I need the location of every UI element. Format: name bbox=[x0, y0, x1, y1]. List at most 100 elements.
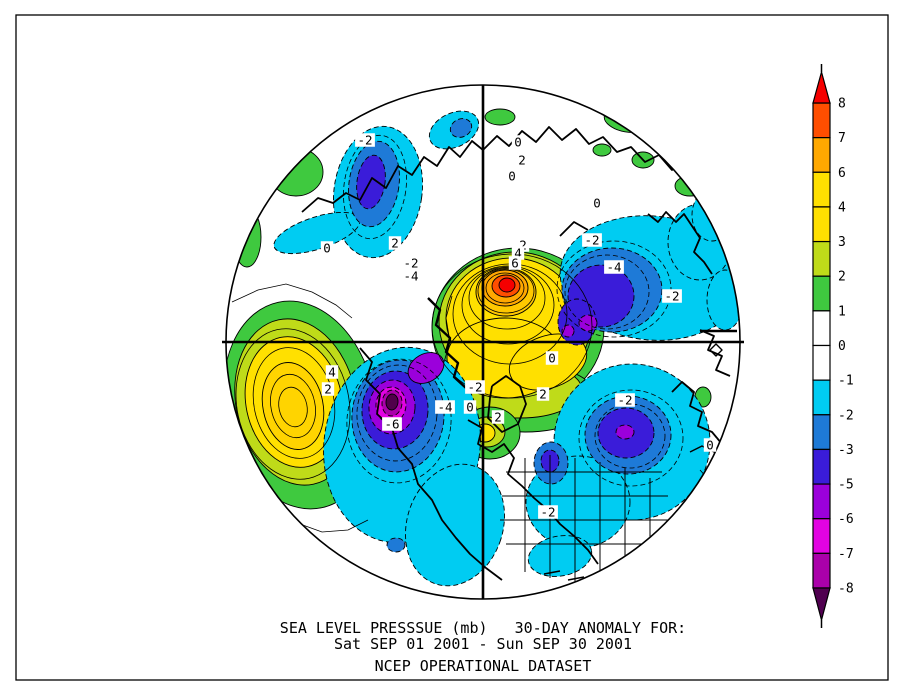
contour-label-text: -2 bbox=[403, 256, 418, 271]
contour-label-text: -4 bbox=[606, 260, 621, 275]
contour-ring bbox=[468, 266, 546, 330]
colorbar-tick-label: 8 bbox=[838, 97, 846, 112]
contour-line bbox=[299, 519, 369, 533]
anomaly-region bbox=[527, 535, 593, 577]
colorbar-segment bbox=[812, 275, 831, 312]
colorbar-tick-label: 4 bbox=[838, 200, 846, 215]
contour-label: -4 bbox=[435, 400, 455, 415]
colorbar-tick-label: -5 bbox=[838, 478, 854, 493]
contour-label: -2 bbox=[582, 233, 602, 248]
colorbar-tick-label: 7 bbox=[838, 131, 846, 146]
coastline-path bbox=[301, 126, 717, 213]
contour-label-text: 4 bbox=[514, 246, 522, 261]
contour-label-text: -6 bbox=[384, 417, 399, 432]
anomaly-region bbox=[592, 143, 612, 157]
map-fill-layer bbox=[226, 107, 740, 593]
colorbar-segment bbox=[812, 344, 831, 381]
colorbar-tick-label: -2 bbox=[838, 408, 854, 423]
colorbar-lower-arrow bbox=[812, 587, 831, 623]
colorbar-tick-label: -8 bbox=[838, 582, 854, 597]
contour-label: 2 bbox=[515, 153, 529, 168]
coastline-path bbox=[467, 419, 599, 565]
contour-ring bbox=[346, 358, 452, 484]
contour-label-text: -2 bbox=[540, 505, 555, 520]
coastline-path bbox=[359, 347, 503, 581]
coastline-path bbox=[647, 211, 713, 275]
anomaly-region bbox=[484, 108, 516, 126]
contour-label-text: -2 bbox=[664, 289, 679, 304]
contour-label: -4 bbox=[604, 260, 624, 275]
contour-label-text: 2 bbox=[518, 153, 526, 168]
colorbar-tick-label: 1 bbox=[838, 304, 846, 319]
coastline-path bbox=[709, 343, 723, 357]
contour-label: -2 bbox=[401, 256, 421, 271]
contour-label-text: 0 bbox=[548, 351, 556, 366]
plot-frame bbox=[15, 14, 889, 681]
anomaly-region bbox=[691, 188, 733, 242]
contour-label-text: 2 bbox=[391, 236, 399, 251]
anomaly-region bbox=[232, 206, 262, 268]
contour-label-text: 0 bbox=[508, 169, 516, 184]
colorbar-segment bbox=[812, 310, 831, 347]
contour-label-text: 0 bbox=[466, 400, 474, 415]
colorbar-segment bbox=[812, 171, 831, 208]
colorbar-segment bbox=[812, 448, 831, 485]
contour-label-text: 4 bbox=[328, 365, 336, 380]
colorbar-tick-label: 2 bbox=[838, 270, 846, 285]
coastline-path bbox=[671, 381, 723, 445]
contour-ring bbox=[477, 268, 535, 314]
colorbar-tick-label: -3 bbox=[838, 443, 854, 458]
colorbar-tick-label: 3 bbox=[838, 235, 846, 250]
colorbar-tick-label: 6 bbox=[838, 166, 846, 181]
contour-label-text: -2 bbox=[584, 233, 599, 248]
colorbar-tick-label: 0 bbox=[838, 339, 846, 354]
contour-label-text: 6 bbox=[511, 256, 519, 271]
contour-label-text: -2 bbox=[357, 133, 372, 148]
contour-label-text: 0 bbox=[514, 135, 522, 150]
contour-label: 2 bbox=[321, 382, 335, 397]
colorbar: 8 7 6 4 3 2 1 0 -1 -2 -3 -5 -6 -7 -8 bbox=[812, 64, 854, 628]
colorbar-segment bbox=[812, 102, 831, 139]
contour-label-text: -4 bbox=[403, 269, 418, 284]
anomaly-region bbox=[673, 128, 721, 172]
contour-label-text: 2 bbox=[539, 387, 547, 402]
colorbar-upper-arrow bbox=[812, 69, 831, 104]
anomaly-region bbox=[405, 463, 505, 587]
plot-title-line: SEA LEVEL PRESSSUE (mb) 30-DAY ANOMALY F… bbox=[279, 619, 687, 637]
colorbar-segment bbox=[812, 518, 831, 554]
colorbar-segment bbox=[812, 379, 831, 416]
contour-label-text: 2 bbox=[494, 410, 502, 425]
map-boundary-circle bbox=[225, 84, 741, 600]
anomaly-region bbox=[498, 277, 516, 293]
anomaly-region bbox=[603, 107, 651, 133]
plot-date-range-line: Sat SEP 01 2001 - Sun SEP 30 2001 bbox=[333, 635, 632, 653]
contour-label: -6 bbox=[382, 417, 402, 432]
contour-label: -2 bbox=[538, 505, 558, 520]
contour-ring bbox=[356, 364, 438, 462]
coastline-path bbox=[699, 329, 731, 377]
contour-ring bbox=[578, 389, 684, 487]
contour-ring bbox=[235, 328, 351, 480]
contour-ring bbox=[343, 134, 407, 240]
contour-ring bbox=[594, 403, 666, 469]
contour-ring bbox=[564, 254, 650, 330]
colorbar-segment bbox=[812, 206, 831, 243]
anomaly-region bbox=[681, 136, 707, 158]
coastline-path bbox=[427, 297, 467, 389]
contour-label: 0 bbox=[511, 135, 525, 150]
contour-ring bbox=[556, 240, 672, 338]
colorbar-tick-label: -1 bbox=[838, 374, 854, 389]
colorbar-tick-label: -7 bbox=[838, 547, 854, 562]
anomaly-region bbox=[652, 556, 668, 568]
contour-label: 0 bbox=[320, 241, 334, 256]
contour-label: 0 bbox=[590, 196, 604, 211]
anomaly-region bbox=[674, 175, 706, 197]
contour-label: 2 bbox=[491, 410, 505, 425]
contour-label: 0 bbox=[545, 351, 559, 366]
contour-label-text: 0 bbox=[593, 196, 601, 211]
contour-label: -2 bbox=[465, 380, 485, 395]
colorbar-segment bbox=[812, 552, 831, 589]
anomaly-region bbox=[706, 269, 740, 331]
anomaly-region bbox=[615, 424, 635, 440]
